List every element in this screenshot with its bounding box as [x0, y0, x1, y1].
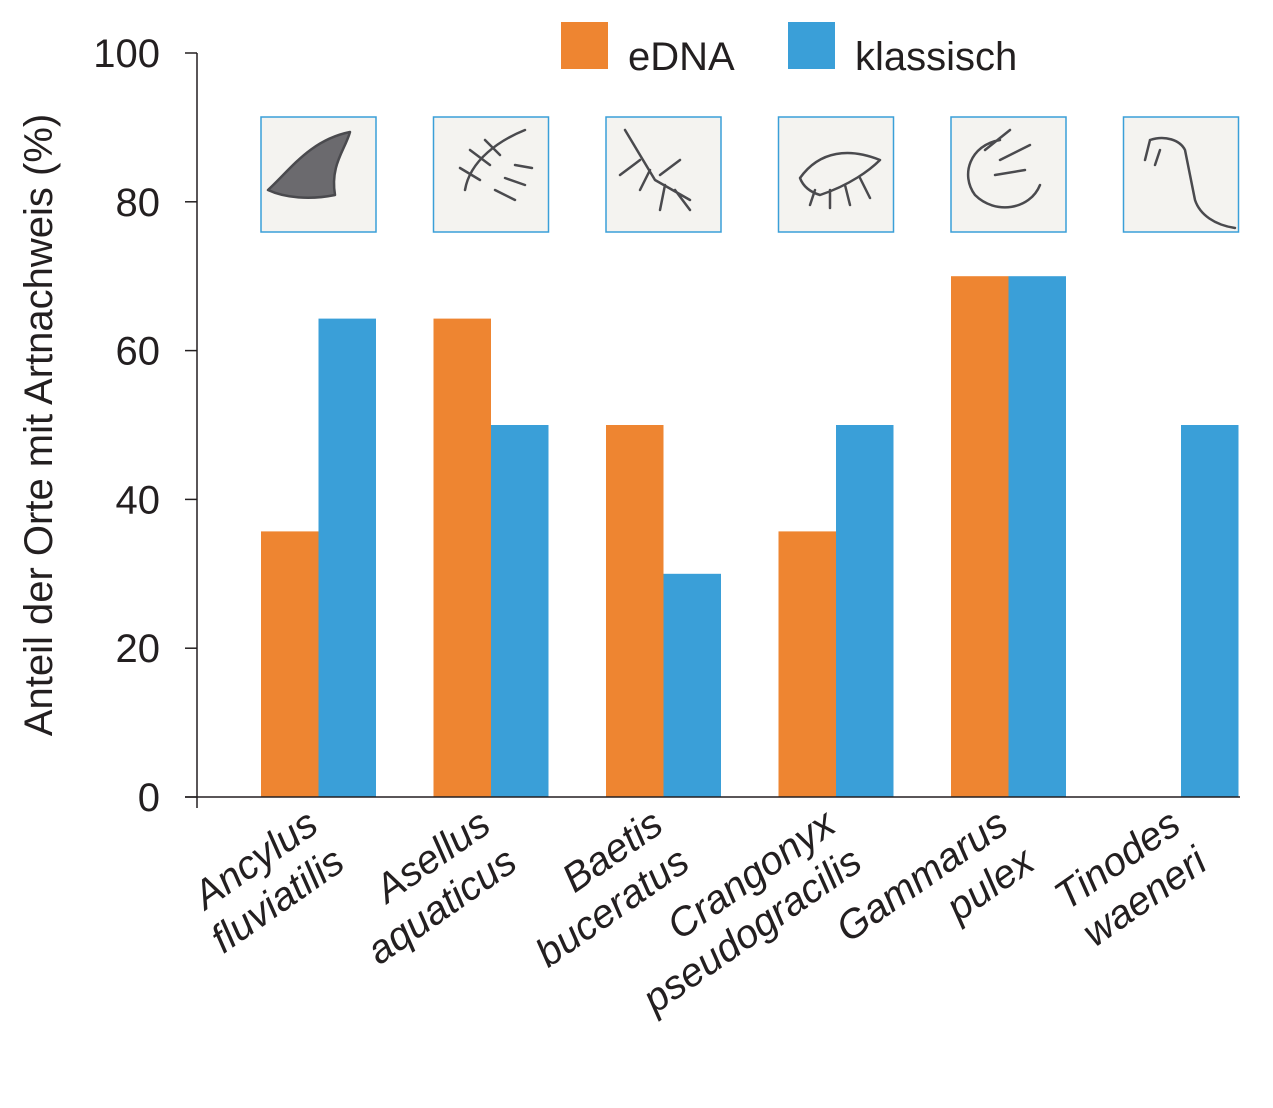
y-tick-label: 0 [138, 776, 160, 820]
y-tick-label: 40 [116, 478, 161, 522]
bar-edna-1 [433, 318, 491, 797]
water-louse-icon [432, 116, 550, 233]
legend-swatch [561, 22, 608, 69]
y-tick-label: 80 [116, 181, 161, 225]
caddisfly-larva-icon [1122, 116, 1240, 233]
y-tick-label: 100 [93, 32, 160, 76]
bar-klassisch-5 [1181, 425, 1239, 797]
y-axis-label: Anteil der Orte mit Artnachweis (%) [17, 114, 61, 736]
amphipod-gammarus-icon [950, 116, 1067, 233]
bars [261, 276, 1239, 797]
species-illustrations [260, 116, 1240, 233]
bar-edna-4 [951, 276, 1009, 797]
bar-klassisch-1 [491, 425, 549, 797]
legend-swatch [788, 22, 835, 69]
legend: eDNA klassisch [561, 22, 1017, 79]
bar-edna-0 [261, 531, 319, 797]
bar-klassisch-4 [1008, 276, 1066, 797]
bar-klassisch-2 [663, 573, 721, 797]
y-tick-label: 60 [116, 330, 161, 374]
y-tick-label: 20 [116, 627, 161, 671]
bar-klassisch-0 [318, 318, 376, 797]
limpet-shell-icon [260, 116, 377, 233]
bar-edna-2 [606, 425, 664, 797]
amphipod-crangonyx-icon [777, 116, 895, 233]
legend-label: klassisch [855, 35, 1017, 79]
bar-edna-3 [778, 531, 836, 797]
mayfly-larva-icon [605, 116, 722, 233]
bar-klassisch-3 [836, 425, 894, 797]
legend-label: eDNA [628, 35, 735, 79]
